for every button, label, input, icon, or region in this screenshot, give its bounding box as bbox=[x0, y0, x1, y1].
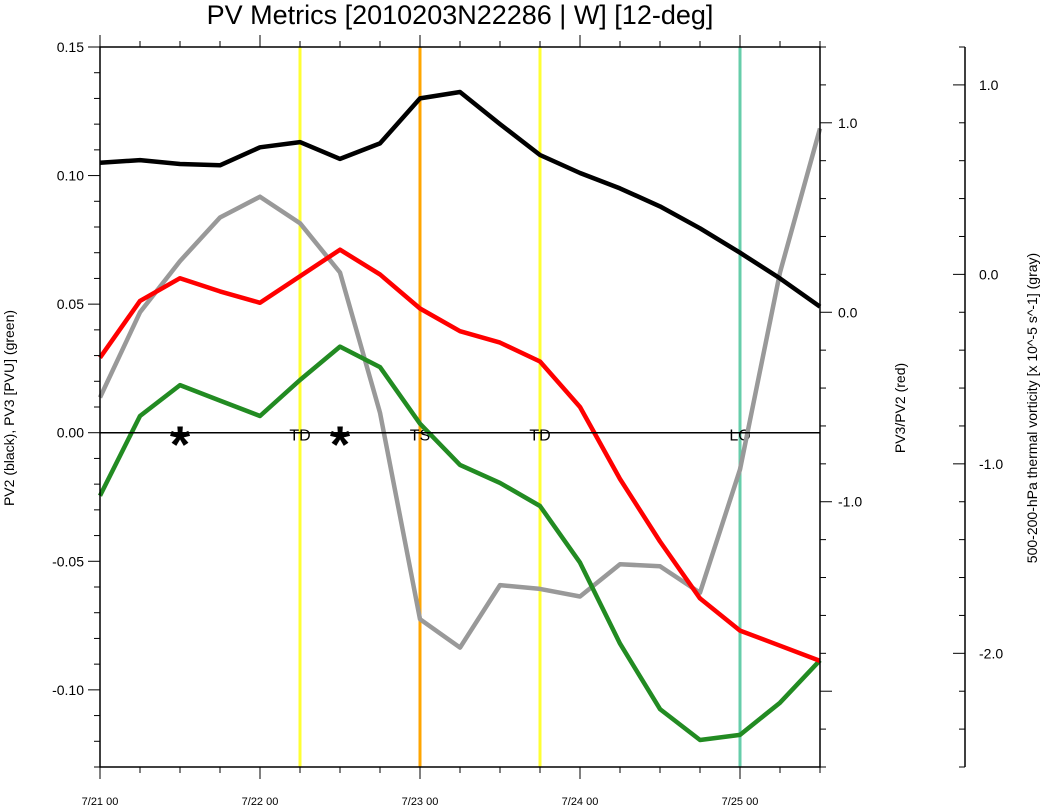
right1-tick-label: 0.0 bbox=[838, 304, 858, 320]
stage-lines: TD TS TD LO bbox=[289, 47, 751, 767]
right-y-axis-red: 1.0 0.0 -1.0 bbox=[820, 46, 862, 768]
x-tick-label: 7/22 00 bbox=[242, 796, 279, 805]
left-tick-label: 0.15 bbox=[57, 39, 84, 55]
markers: * * bbox=[170, 417, 351, 475]
left-tick-label: 0.10 bbox=[57, 168, 84, 184]
left-y-axis: 0.15 0.10 0.05 0.00 -0.05 -0.10 bbox=[52, 39, 100, 768]
right-y-axis-gray-label: 500-200-hPa thermal vorticity [x 10^-5 s… bbox=[1024, 253, 1040, 563]
series-lines bbox=[97, 89, 823, 743]
right2-tick-label: 1.0 bbox=[979, 77, 999, 93]
asterisk-marker: * bbox=[330, 417, 351, 475]
x-tick-label: 7/25 00 bbox=[722, 796, 759, 805]
right-y-axis-gray: 1.0 0.0 -1.0 -2.0 bbox=[953, 46, 1003, 768]
series-line-pv3 bbox=[97, 344, 822, 743]
x-axis: 7/21 00 7/22 00 7/23 00 7/24 00 7/25 00 bbox=[82, 35, 821, 805]
stage-label-0: TD bbox=[289, 428, 310, 445]
right2-tick-label: 0.0 bbox=[979, 266, 999, 282]
stage-label-2: TD bbox=[529, 428, 550, 445]
right1-tick-label: 1.0 bbox=[838, 115, 858, 131]
asterisk-marker: * bbox=[170, 417, 191, 475]
plot-frame bbox=[99, 46, 821, 768]
x-tick-label: 7/21 00 bbox=[82, 796, 119, 805]
right2-tick-label: -1.0 bbox=[979, 456, 1003, 472]
right2-tick-label: -2.0 bbox=[979, 645, 1003, 661]
left-tick-label: -0.05 bbox=[52, 553, 84, 569]
chart-title: PV Metrics [2010203N22286 | W] [12-deg] bbox=[207, 0, 714, 30]
left-tick-label: -0.10 bbox=[52, 682, 84, 698]
x-tick-label: 7/24 00 bbox=[562, 796, 599, 805]
series-line-pv2 bbox=[99, 89, 822, 309]
series-line-pv3-pv2 bbox=[98, 247, 821, 664]
left-tick-label: 0.05 bbox=[57, 296, 84, 312]
left-tick-label: 0.00 bbox=[57, 425, 84, 441]
x-tick-label: 7/23 00 bbox=[402, 796, 439, 805]
right-y-axis-red-label: PV3/PV2 (red) bbox=[892, 363, 908, 453]
plot-border bbox=[99, 46, 821, 768]
left-y-axis-label: PV2 (black), PV3 [PVU] (green) bbox=[1, 310, 17, 506]
series-line-thermal-vorticity bbox=[97, 127, 823, 650]
right1-tick-label: -1.0 bbox=[838, 494, 862, 510]
